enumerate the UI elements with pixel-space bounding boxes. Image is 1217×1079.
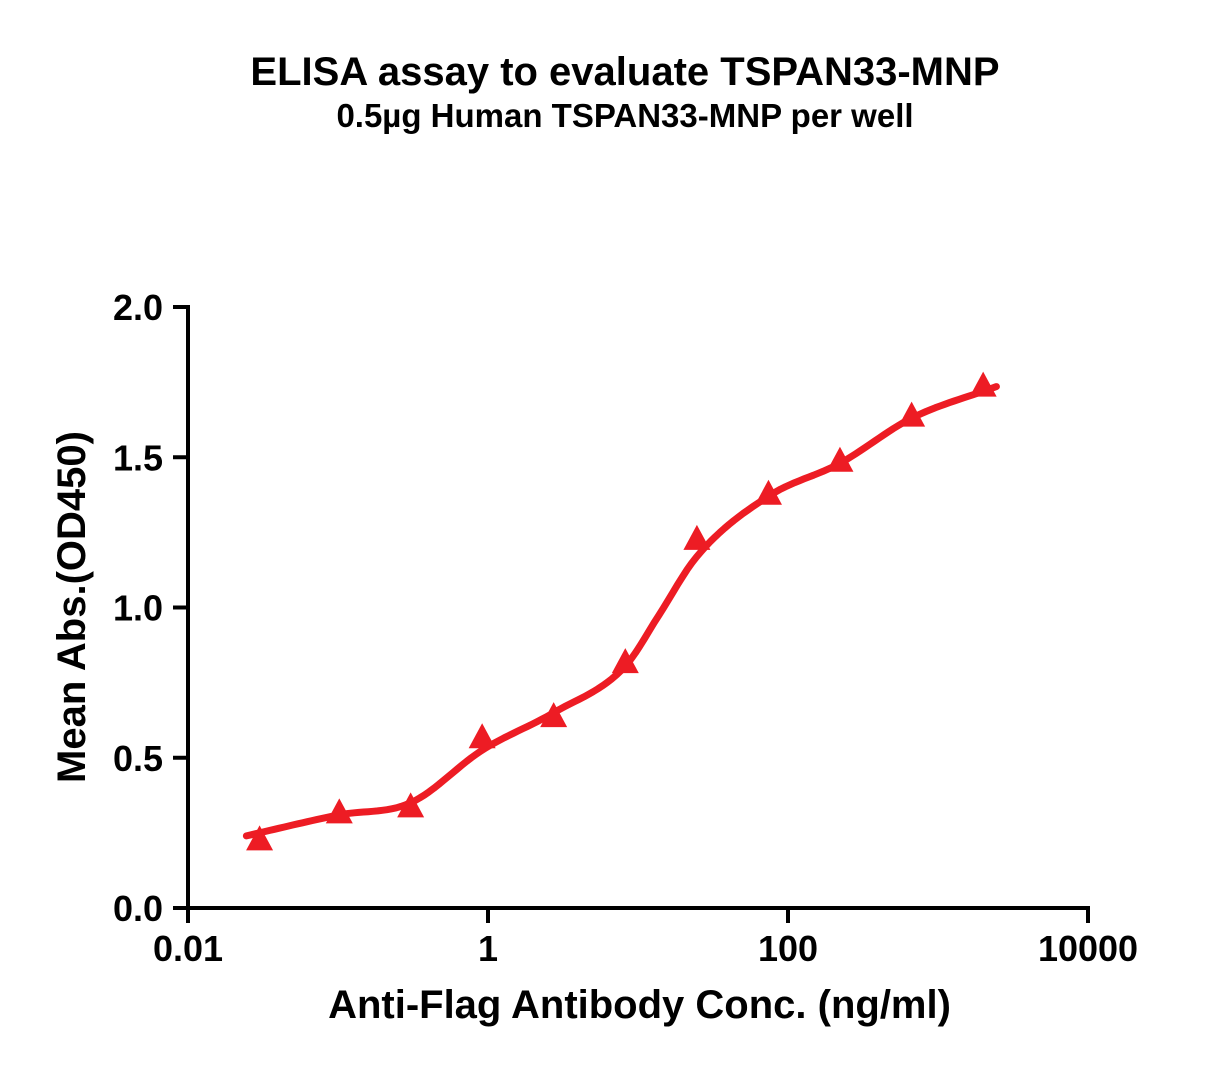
fit-curve-path [242,383,1000,840]
data-point-marker [611,648,639,674]
axis-lines [186,305,1090,910]
y-tick-label: 0.5 [113,738,163,779]
tick-labels: 0.0 0.5 1.0 1.5 2.0 0.01 1 100 10000 [113,287,1138,969]
fit-curve [242,383,1000,840]
y-tick-label: 1.0 [113,588,163,629]
data-point-marker [468,723,496,749]
chart-title: ELISA assay to evaluate TSPAN33-MNP [250,50,1000,94]
x-tick-label: 100 [758,928,818,969]
x-tick-label: 10000 [1038,928,1138,969]
y-axis-label: Mean Abs.(OD450) [50,431,94,783]
data-point-marker [754,479,782,505]
data-point-marker [325,798,353,824]
x-axis-label: Anti-Flag Antibody Conc. (ng/ml) [328,983,951,1027]
data-points [246,371,997,851]
data-point-marker [397,792,425,818]
data-point-marker [683,524,711,550]
data-point-marker [898,401,926,427]
y-tick-label: 1.5 [113,437,163,478]
x-tick-label: 1 [478,928,498,969]
chart-subtitle: 0.5µg Human TSPAN33-MNP per well [336,97,914,134]
y-tick-label: 0.0 [113,888,163,929]
data-point-marker [540,702,568,728]
data-point-marker [826,446,854,472]
x-tick-label: 0.01 [153,928,223,969]
data-point-marker [246,825,274,851]
axes [173,305,1090,923]
y-tick-label: 2.0 [113,287,163,328]
data-point-marker [969,371,997,397]
